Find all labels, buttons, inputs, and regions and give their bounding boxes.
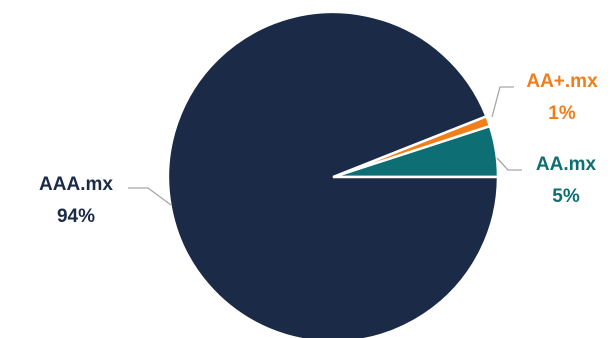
leader-lines — [128, 86, 522, 206]
leader-line-aaa — [128, 187, 172, 206]
slice-label-aa: AA.mx — [536, 154, 597, 175]
leader-line-aa — [496, 157, 522, 171]
slice-pct-aaa: 94% — [57, 206, 95, 227]
slice-pct-aaplus: 1% — [548, 103, 576, 124]
slice-label-aaa: AAA.mx — [39, 174, 113, 195]
slice-pct-aa: 5% — [552, 186, 580, 207]
slice-aaa — [166, 10, 500, 338]
pie-slices — [166, 10, 500, 338]
slice-label-aaplus: AA+.mx — [526, 71, 598, 92]
leader-line-aaplus — [491, 86, 514, 118]
